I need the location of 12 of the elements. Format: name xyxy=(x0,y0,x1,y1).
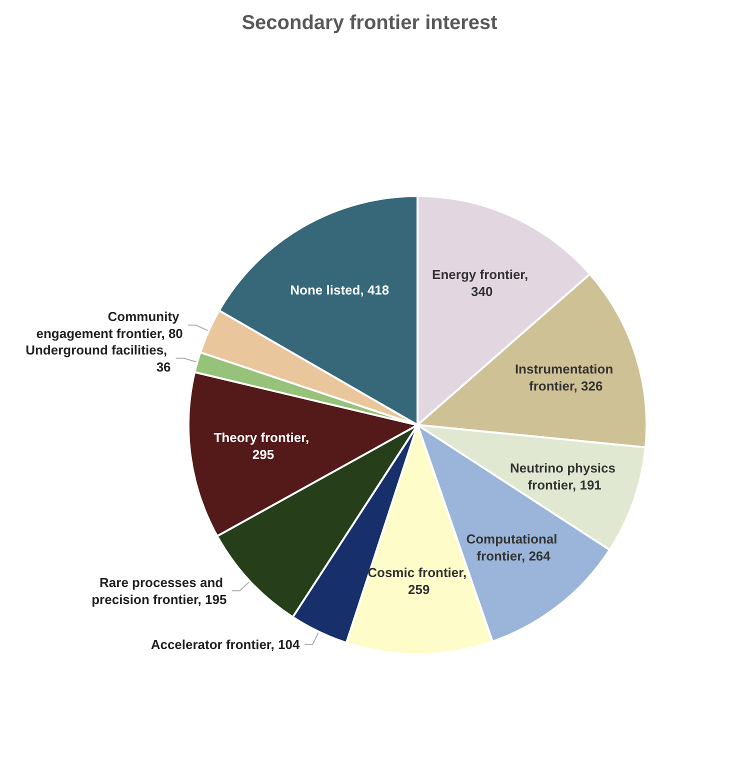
slice-label: Cosmic frontier, 259 xyxy=(368,564,470,597)
slice-label: Community engagement frontier, 80 xyxy=(36,309,183,342)
slice-label: Underground facilities, 36 xyxy=(26,342,171,374)
slice-label: Accelerator frontier, 104 xyxy=(150,636,300,652)
chart-title: Secondary frontier interest xyxy=(242,12,498,34)
slice-label: Computational frontier, 264 xyxy=(466,532,561,564)
slice-label: Instrumentation frontier, 326 xyxy=(514,361,617,394)
slice-label: Rare processes and precision frontier, 195 xyxy=(92,574,227,607)
slice-label: Neutrino physics frontier, 191 xyxy=(510,460,620,493)
slice-label: Energy frontier, 340 xyxy=(432,267,532,300)
slice-label: Theory frontier, 295 xyxy=(214,430,313,462)
slice-label: None listed, 418 xyxy=(290,282,390,298)
